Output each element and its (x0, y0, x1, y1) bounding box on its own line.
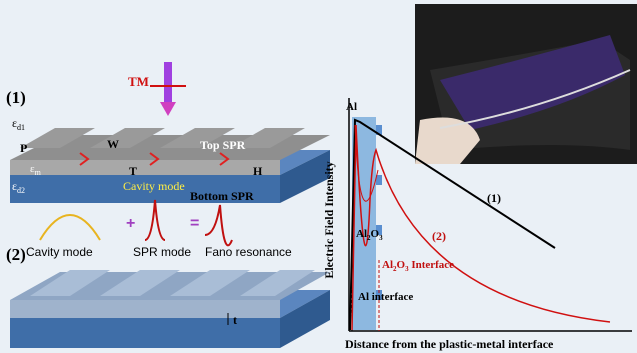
y-axis-label: Electric Field Intensity (322, 161, 336, 278)
mode-label: SPR mode (133, 245, 191, 259)
t: 3 (379, 234, 383, 242)
tm-label: TM (128, 74, 149, 89)
t2-label: t (233, 313, 237, 327)
sub: d2 (17, 186, 25, 195)
panel-label: (2) (6, 245, 26, 264)
mode-label: Cavity mode (26, 245, 93, 259)
t: Al (382, 259, 393, 271)
al2o3-interface: Al2O3 Interface (382, 259, 454, 273)
photo (415, 4, 637, 164)
panel-label: (1) (6, 88, 26, 107)
grating-2 (10, 270, 330, 348)
bottom-spr: Bottom SPR (190, 189, 254, 203)
w-label: W (107, 137, 119, 151)
figure: (1) TM εd1 P εm εd2 W T H Top SPR Cavity… (0, 0, 637, 353)
cavity-label: Cavity mode (123, 179, 185, 193)
x-axis-label: Distance from the plastic-metal interfac… (345, 337, 554, 351)
top-spr: Top SPR (200, 138, 246, 152)
sub: d1 (17, 123, 25, 132)
sub: m (35, 168, 42, 177)
plus: + (126, 215, 135, 232)
al2o3-label: Al2O3 (356, 228, 383, 242)
al-label: Al (346, 101, 357, 113)
h-label: H (253, 164, 263, 178)
al-interface: Al interface (358, 291, 413, 303)
p-label: P (20, 141, 27, 155)
t-label: T (129, 164, 137, 178)
equals: = (190, 215, 199, 232)
tm-arrow (164, 62, 172, 102)
t: Interface (409, 259, 455, 271)
curve-label: (1) (487, 191, 501, 205)
curve-label: (2) (432, 229, 446, 243)
t: Al (356, 228, 367, 240)
mode-label: Fano resonance (205, 245, 292, 259)
